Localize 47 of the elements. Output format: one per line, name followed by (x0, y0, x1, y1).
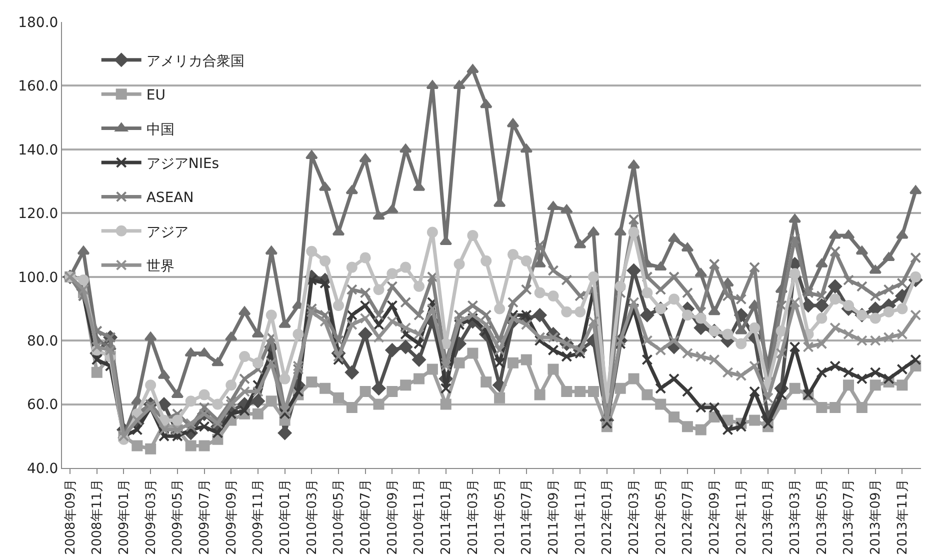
x-tick-label: 2011年03月 (466, 479, 481, 555)
y-tick-label: 40.0 (27, 460, 58, 477)
legend-label: ASEAN (146, 190, 194, 206)
x-tick-label: 2011年05月 (492, 479, 508, 555)
x-tick-label: 2013年11月 (895, 479, 910, 555)
legend-label: アジアNIEs (146, 156, 220, 172)
x-tick-label: 2010年01月 (278, 479, 294, 555)
x-tick-label: 2012年01月 (600, 479, 616, 555)
x-tick-label: 2011年07月 (520, 479, 535, 555)
x-tick-label: 2009年01月 (116, 479, 132, 555)
x-tick-label: 2010年07月 (358, 479, 374, 555)
x-tick-label: 2010年11月 (412, 479, 428, 555)
x-tick-label: 2010年09月 (385, 479, 400, 555)
y-tick-label: 180.0 (18, 14, 58, 31)
y-tick-label: 100.0 (18, 270, 58, 286)
x-tick-label: 2011年01月 (439, 479, 454, 555)
x-tick-label: 2009年09月 (224, 479, 240, 555)
x-tick-label: 2009年05月 (170, 479, 186, 555)
legend-label: 世界 (146, 258, 174, 275)
x-tick-label: 2009年07月 (197, 479, 212, 555)
x-tick-label: 2008年11月 (90, 479, 106, 555)
x-tick-label: 2009年03月 (144, 479, 159, 555)
y-tick-label: 120.0 (18, 206, 58, 222)
x-tick-label: 2013年05月 (814, 479, 830, 555)
x-tick-label: 2013年03月 (788, 479, 804, 555)
x-tick-label: 2011年09月 (546, 479, 562, 555)
x-tick-label: 2011年11月 (573, 479, 588, 555)
x-tick-label: 2012年05月 (654, 479, 669, 555)
x-tick-label: 2012年09月 (708, 479, 723, 555)
x-tick-label: 2010年03月 (304, 479, 320, 555)
legend-label: 中国 (146, 122, 174, 138)
x-tick-label: 2013年07月 (842, 479, 857, 555)
x-tick-label: 2012年07月 (680, 479, 696, 555)
x-tick-label: 2012年03月 (626, 479, 642, 555)
legend-label: アジア (146, 224, 188, 240)
x-tick-label: 2008年09月 (63, 479, 78, 555)
y-tick-label: 60.0 (27, 397, 58, 414)
x-tick-label: 2009年11月 (251, 479, 266, 555)
y-tick-label: 160.0 (18, 78, 58, 95)
x-tick-label: 2013年01月 (761, 479, 776, 555)
legend-label: アメリカ合衆国 (146, 53, 244, 70)
x-tick-label: 2013年09月 (868, 479, 884, 555)
y-tick-label: 80.0 (27, 333, 58, 350)
legend-label: EU (146, 88, 166, 104)
y-tick-label: 140.0 (18, 142, 58, 158)
x-tick-label: 2012年11月 (734, 479, 750, 555)
x-tick-label: 2010年05月 (332, 479, 347, 555)
